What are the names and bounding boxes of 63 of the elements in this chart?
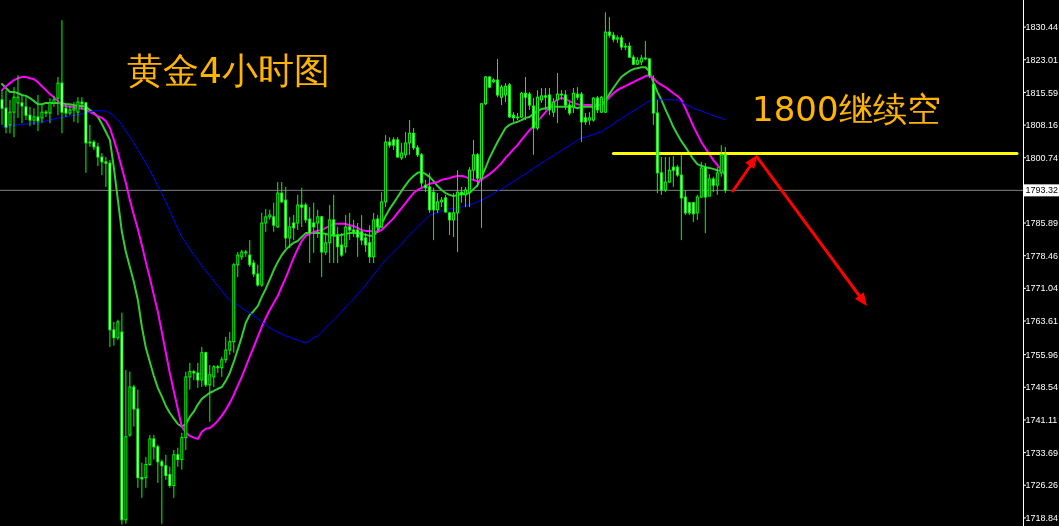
candlestick <box>523 76 527 121</box>
annotation: 1800继续空 <box>752 89 941 129</box>
candlestick <box>344 214 348 254</box>
candlestick <box>591 96 595 123</box>
y-tick-label: 1755.96 <box>1025 349 1059 360</box>
candlestick <box>432 187 436 241</box>
candlestick <box>356 222 360 258</box>
candlestick <box>647 57 651 79</box>
candlestick <box>72 101 76 123</box>
y-tick-label: 1800.74 <box>1025 152 1059 163</box>
candlestick <box>224 336 228 364</box>
y-tick-label: 1830.44 <box>1025 22 1059 33</box>
candlestick <box>412 127 416 151</box>
candlestick <box>496 58 500 98</box>
candlestick <box>16 74 20 119</box>
y-tick-label: 1741.11 <box>1025 415 1058 426</box>
candlestick <box>551 97 555 118</box>
candlestick <box>48 97 52 124</box>
candlestick <box>76 96 80 124</box>
candlestick <box>436 192 440 214</box>
candlestick <box>56 76 60 116</box>
candlestick <box>663 156 667 193</box>
candlestick <box>332 194 336 264</box>
y-tick-label: 1718.84 <box>1025 513 1059 524</box>
ref-line-label: 1793.32 <box>1025 185 1059 196</box>
candlestick <box>547 87 551 116</box>
candlestick <box>4 89 8 134</box>
candlestick <box>152 434 156 461</box>
candlestick <box>408 119 412 156</box>
candlestick <box>360 214 364 246</box>
y-tick-label: 1748.54 <box>1025 382 1059 393</box>
candlestick <box>531 97 535 156</box>
text: 黄金4小时图 <box>127 50 330 91</box>
candlestick <box>396 136 400 159</box>
candlestick <box>32 107 36 126</box>
candlestick <box>364 232 368 253</box>
candlestick <box>300 187 304 228</box>
candlestick <box>571 87 575 114</box>
candlestick <box>671 155 675 188</box>
line-series <box>1 99 726 344</box>
candlestick <box>679 154 683 241</box>
y-tick-label: 1823.01 <box>1025 54 1059 65</box>
y-tick-label: 1733.69 <box>1025 447 1059 458</box>
candlestick <box>456 169 460 253</box>
y-tick-label: 1778.46 <box>1025 250 1059 261</box>
candlestick <box>543 87 547 111</box>
y-tick-label: 1808.16 <box>1025 120 1059 131</box>
candlestick <box>36 94 40 132</box>
y-tick-label: 1815.59 <box>1025 87 1059 98</box>
candlestick <box>296 194 300 231</box>
candlestick <box>404 131 408 159</box>
candlestick <box>555 72 559 124</box>
candlestick <box>308 206 312 264</box>
candlestick <box>452 192 456 238</box>
candlestick <box>312 202 316 254</box>
candlestick <box>328 204 332 264</box>
y-tick-label: 1726.26 <box>1025 480 1059 491</box>
candlestick <box>212 364 216 388</box>
y-tick-label: 1771.04 <box>1025 283 1059 294</box>
candlestick <box>428 172 432 214</box>
y-tick-label: 1763.61 <box>1025 316 1059 327</box>
y-tick-label: 1785.89 <box>1025 218 1059 229</box>
candlestick <box>563 89 567 111</box>
